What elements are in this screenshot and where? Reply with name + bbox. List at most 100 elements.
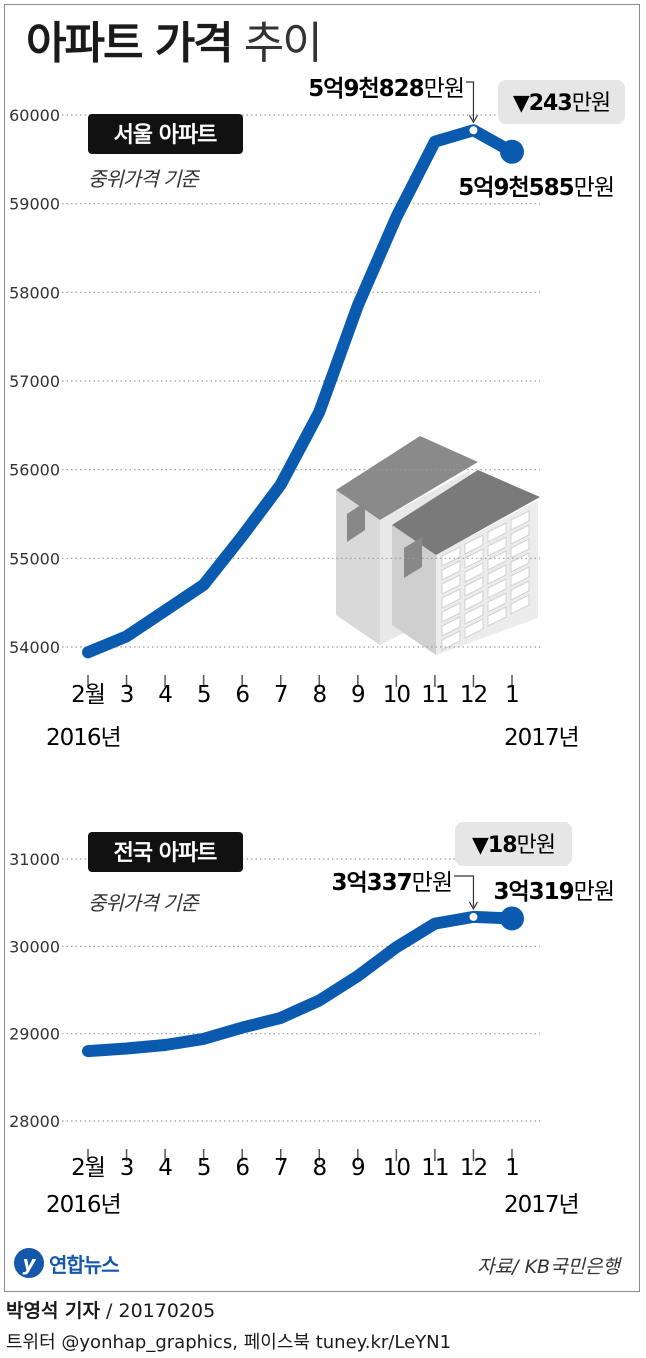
social-links: 트위터 @yonhap_graphics, 페이스북 tuney.kr/LeYN… <box>6 1332 452 1353</box>
national-xtick-label: 7 <box>274 1155 288 1181</box>
seoul-change-box: ▼243만원 <box>498 80 625 124</box>
national-xtick-label: 9 <box>351 1155 365 1181</box>
national-peak-pointer <box>454 875 475 907</box>
page-title: 아파트 가격 추이 <box>26 14 323 74</box>
national-xtick-label: 8 <box>312 1155 326 1181</box>
seoul-peak-pointer <box>466 81 475 121</box>
national-ytick-label: 29000 <box>9 1025 60 1044</box>
reporter-name: 박영석 기자 <box>6 1300 101 1322</box>
national-series-label-box: 전국 아파트 <box>88 832 243 872</box>
seoul-series-label-box: 서울 아파트 <box>88 114 243 154</box>
seoul-xtick-label: 1 <box>505 682 519 708</box>
national-change-box: ▼18만원 <box>455 822 572 866</box>
building-window-grid <box>464 534 484 555</box>
national-label-bg <box>88 832 243 872</box>
building-window-grid <box>487 606 507 627</box>
seoul-xtick-label: 7 <box>274 682 288 708</box>
national-change-bg <box>455 822 572 866</box>
national-last-label: 3억319만원 <box>493 879 614 905</box>
building-window-a <box>347 502 365 542</box>
building-window-grid <box>441 574 461 595</box>
seoul-series-label: 서울 아파트 <box>114 123 218 148</box>
building-window-grid <box>487 536 507 557</box>
national-xtick-label: 12 <box>460 1155 487 1181</box>
seoul-sublabel: 중위가격 기준 <box>88 167 200 191</box>
building-window-grid <box>510 552 530 573</box>
national-peak-point <box>469 912 478 921</box>
seoul-ytick-label: 59000 <box>9 195 60 214</box>
building-front-side <box>392 525 436 655</box>
source-note: 자료/ KB국민은행 <box>477 1256 620 1278</box>
seoul-label-bg <box>88 114 243 154</box>
national-ytick-label: 28000 <box>9 1112 60 1131</box>
seoul-xtick-label: 10 <box>383 682 411 708</box>
national-xtick-label: 2월 <box>71 1155 105 1181</box>
building-window-grid <box>464 604 484 625</box>
building-window-grid <box>464 548 484 569</box>
building-window-grid <box>441 560 461 581</box>
building-window-grid <box>510 524 530 545</box>
seoul-ytick-label: 55000 <box>9 549 60 568</box>
seoul-xtick-label: 8 <box>312 682 326 708</box>
yonhap-logo-text: 연합뉴스 <box>49 1252 120 1277</box>
national-sublabel: 중위가격 기준 <box>88 891 200 915</box>
building-front-roof <box>392 470 540 555</box>
seoul-xtick-label: 6 <box>235 682 249 708</box>
seoul-xtick-label: 4 <box>158 682 172 708</box>
building-back-roof <box>336 436 478 520</box>
national-xtick-label: 4 <box>158 1155 172 1181</box>
national-xtick-label: 5 <box>197 1155 211 1181</box>
yonhap-logo: y 연합뉴스 <box>14 1246 120 1280</box>
building-window-grid <box>510 580 530 601</box>
building-window-grid <box>441 546 461 567</box>
seoul-series-line <box>82 124 518 659</box>
national-peak-label: 3억337만원 <box>331 870 452 896</box>
national-ytick-label: 31000 <box>9 850 60 869</box>
national-series-label: 전국 아파트 <box>114 841 218 866</box>
national-peak-arrow <box>468 901 478 911</box>
national-xtick-label: 3 <box>120 1155 134 1181</box>
building-window-grid <box>487 522 507 543</box>
building-window-grid <box>510 594 530 615</box>
building-window-grid <box>441 602 461 623</box>
seoul-last-label: 5억9천585만원 <box>458 175 614 201</box>
national-xtick-label: 6 <box>235 1155 249 1181</box>
seoul-xtick-label: 9 <box>351 682 365 708</box>
title-light: 추이 <box>243 18 323 69</box>
seoul-xtick-label: 5 <box>197 682 211 708</box>
seoul-change-label: ▼243만원 <box>513 91 610 116</box>
seoul-xtick-label: 11 <box>421 682 448 708</box>
building-window-grid <box>464 576 484 597</box>
national-year-start: 2016년 <box>46 1192 121 1218</box>
yonhap-logo-icon: y <box>14 1248 44 1278</box>
seoul-last-point <box>500 139 524 164</box>
national-xtick-label: 10 <box>383 1155 411 1181</box>
building-window-grid <box>441 616 461 637</box>
seoul-year-end: 2017년 <box>504 725 579 751</box>
building-window-b <box>404 537 422 578</box>
title-bold: 아파트 가격 <box>26 18 234 69</box>
building-window-grid <box>487 564 507 585</box>
seoul-peak-label: 5억9천828만원 <box>308 76 464 102</box>
seoul-peak-arrow <box>468 114 478 124</box>
seoul-xtick-label: 12 <box>460 682 487 708</box>
building-window-grid <box>510 566 530 587</box>
national-xtick-label: 1 <box>505 1155 519 1181</box>
building-window-grid <box>487 578 507 599</box>
national-series-line <box>82 910 518 1058</box>
national-ytick-label: 30000 <box>9 937 60 956</box>
apartment-building-illustration <box>336 436 540 655</box>
building-window-grid <box>487 550 507 571</box>
building-window-grid <box>441 630 461 651</box>
seoul-ytick-label: 57000 <box>9 372 60 391</box>
national-last-point <box>500 906 524 931</box>
seoul-change-bg <box>498 80 625 124</box>
seoul-ytick-label: 56000 <box>9 461 60 480</box>
national-xtick-label: 11 <box>421 1155 448 1181</box>
seoul-xtick-label: 2월 <box>71 682 105 708</box>
seoul-xtick-label: 3 <box>120 682 134 708</box>
building-window-grid <box>510 538 530 559</box>
seoul-year-start: 2016년 <box>46 725 121 751</box>
seoul-ytick-label: 58000 <box>9 283 60 302</box>
building-window-grid <box>441 588 461 609</box>
